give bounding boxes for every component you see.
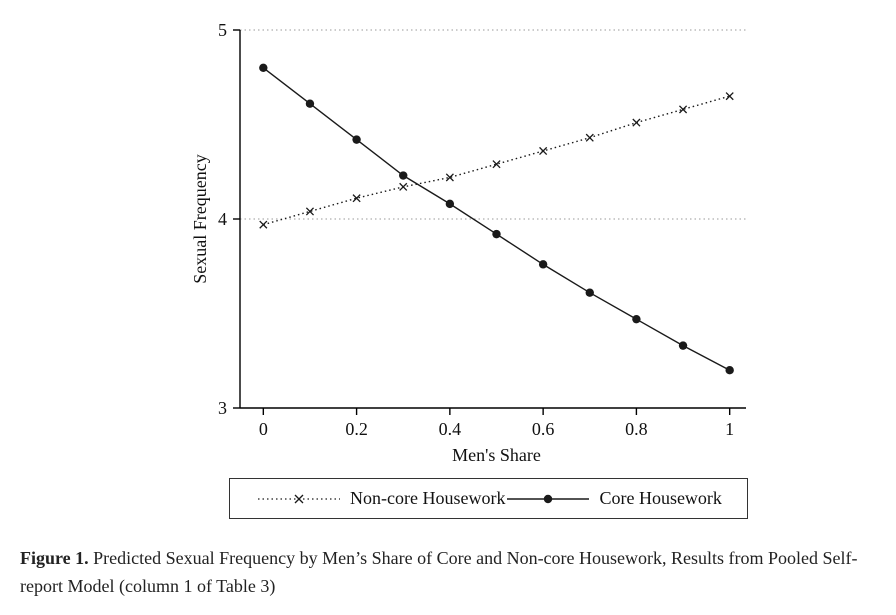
y-axis-label: Sexual Frequency [190, 154, 210, 283]
data-point-circle [305, 99, 315, 108]
x-tick-label: 0 [259, 419, 268, 439]
legend-item-core: Core Housework [505, 488, 722, 509]
line-chart: 3 4 5 0 0.2 0.4 0.6 0.8 1 Sexual Frequency Men's S… [190, 20, 746, 465]
figure-caption-label: Figure 1. [20, 548, 89, 568]
data-point-x [399, 182, 408, 191]
data-point-x [539, 146, 548, 156]
data-point-circle [725, 366, 734, 375]
data-point-circle [538, 260, 548, 269]
data-point-x [725, 92, 734, 101]
data-point-circle [445, 199, 455, 209]
series-line-0 [263, 95, 730, 226]
x-tick-label: 0.2 [345, 419, 368, 439]
x-axis-label: Men's Share [452, 445, 541, 465]
data-point-circle [585, 288, 594, 297]
data-point-x [632, 118, 641, 127]
data-point-x [678, 105, 688, 114]
legend-label-core: Core Housework [599, 488, 722, 508]
figure-container: 3 4 5 0 0.2 0.4 0.6 0.8 1 Sexual Frequency Men's S… [20, 20, 878, 601]
figure-caption: Figure 1. Predicted Sexual Frequency by … [20, 545, 878, 601]
data-point-x [305, 207, 315, 216]
data-point-circle [492, 229, 501, 239]
legend-item-noncore: Non-core Housework [256, 488, 505, 509]
data-point-circle [352, 135, 361, 144]
data-point-x [492, 160, 501, 169]
data-point-x [445, 173, 454, 182]
figure-caption-text: Predicted Sexual Frequency by Men’s Shar… [20, 548, 858, 596]
data-point-x [585, 133, 594, 142]
y-tick-label: 3 [218, 398, 227, 418]
data-point-circle [399, 171, 408, 180]
legend-label-noncore: Non-core Housework [350, 488, 506, 508]
y-tick-label: 5 [218, 20, 227, 40]
x-tick-label: 0.6 [532, 419, 555, 439]
x-tick-label: 0.4 [439, 419, 462, 439]
y-tick-label: 4 [218, 209, 227, 229]
core-solid-line-icon [507, 494, 590, 503]
data-point-circle [678, 341, 688, 350]
chart-legend: Non-core Housework Core Housework [229, 478, 748, 519]
data-point-x [352, 194, 361, 203]
data-point-x [259, 220, 268, 229]
data-point-circle [632, 314, 641, 324]
noncore-dotted-line-icon [258, 494, 340, 503]
x-tick-label: 0.8 [625, 419, 648, 439]
x-tick-label: 1 [725, 419, 734, 439]
data-point-circle [259, 63, 268, 72]
